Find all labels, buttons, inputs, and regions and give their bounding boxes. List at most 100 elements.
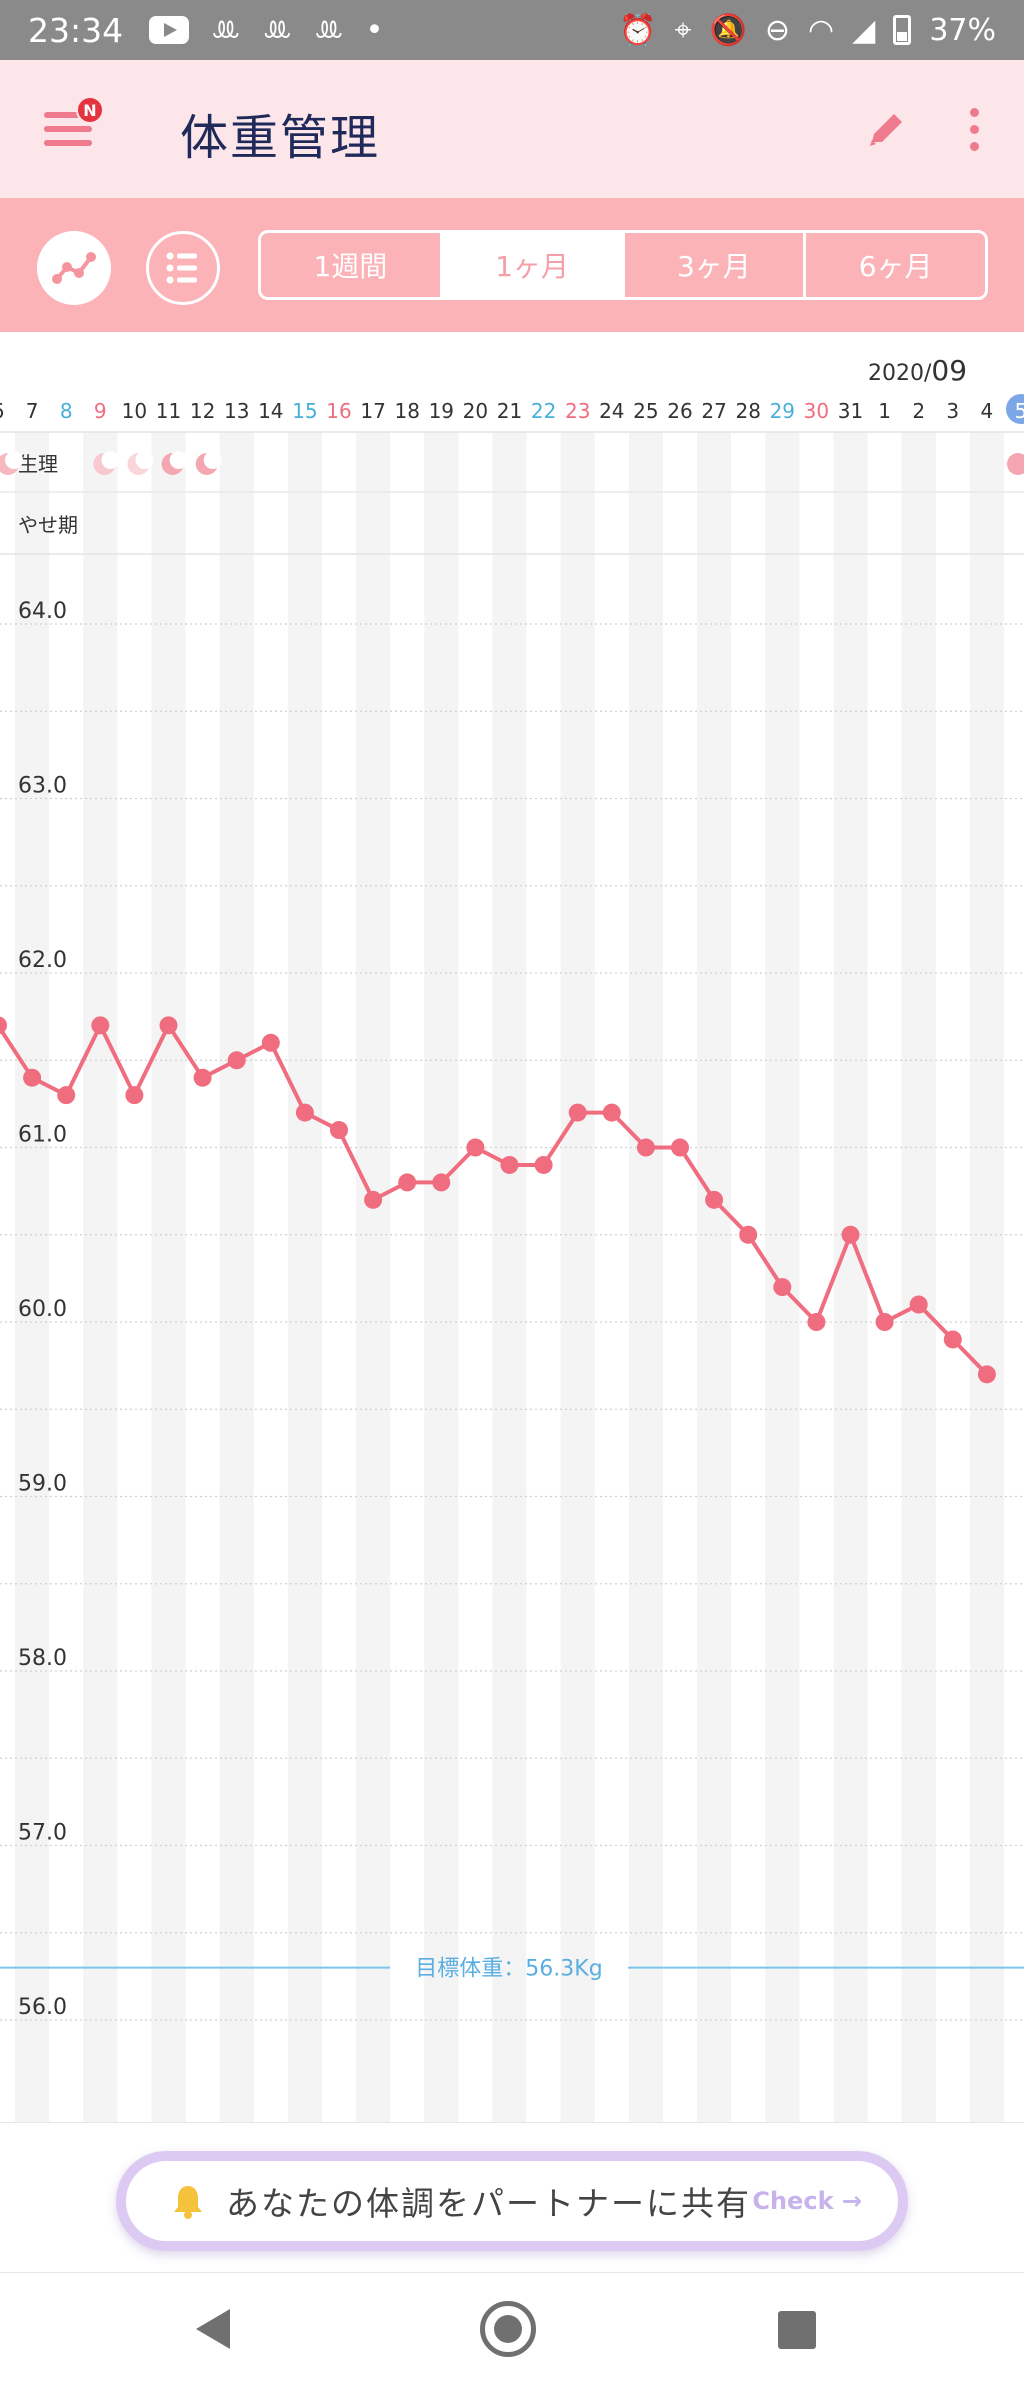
day-label: 10: [122, 399, 147, 423]
bird-icon: ꔛ: [211, 12, 241, 48]
day-label: 1: [878, 399, 891, 423]
day-stripe: [901, 432, 936, 2122]
day-label: 6: [0, 399, 4, 423]
chart-month: 09: [931, 354, 968, 387]
weight-point: [0, 1016, 7, 1035]
day-label: 30: [804, 399, 829, 423]
dnd-icon: ⊖: [764, 12, 791, 48]
day-stripe: [287, 432, 322, 2122]
target-label: 目標体重：56.3Kg: [415, 1957, 602, 1982]
menu-button[interactable]: N: [44, 96, 104, 156]
status-time: 23:34: [28, 10, 124, 50]
menu-icon-bar: [44, 140, 92, 146]
day-label: 14: [258, 399, 283, 423]
day-label: 25: [633, 399, 658, 423]
day-label: 9: [94, 399, 107, 423]
weight-point: [295, 1103, 314, 1122]
menu-icon: [44, 112, 92, 118]
range-tabs: 1週間 1ヶ月 3ヶ月 6ヶ月: [258, 230, 988, 300]
day-label: 29: [770, 399, 795, 423]
back-icon[interactable]: [196, 2309, 230, 2349]
weight-point: [23, 1068, 42, 1087]
recent-apps-icon[interactable]: [778, 2311, 816, 2349]
day-stripe: [560, 432, 595, 2122]
weight-point: [943, 1330, 962, 1349]
weight-chart[interactable]: 2020/09 67891011121314151617181920212223…: [0, 332, 1024, 2122]
weight-point: [602, 1103, 621, 1122]
day-label: 31: [838, 399, 863, 423]
more-options-button[interactable]: [960, 104, 990, 156]
period-moon-icon-cut: [135, 451, 154, 469]
today-marker: [1006, 394, 1024, 424]
list-view-button[interactable]: [146, 231, 220, 305]
bird-icon: ꔛ: [314, 12, 344, 48]
day-label: 7: [26, 399, 39, 423]
bell-icon: [174, 2186, 202, 2219]
tab-1-month[interactable]: 1ヶ月: [439, 233, 622, 297]
day-stripe: [424, 432, 459, 2122]
bird-icon: ꔛ: [262, 12, 293, 48]
system-nav-bar: [0, 2272, 1024, 2389]
tab-6-months[interactable]: 6ヶ月: [803, 233, 985, 297]
pencil-icon: [870, 114, 902, 146]
day-stripe: [628, 432, 663, 2122]
y-tick-label: 61.0: [18, 1123, 67, 1148]
weight-point: [159, 1016, 178, 1035]
more-vert-icon: [970, 108, 979, 117]
chart-year-month: 2020/09: [868, 354, 967, 387]
weight-point: [330, 1121, 348, 1140]
weight-point: [807, 1313, 826, 1331]
weight-point: [227, 1051, 246, 1070]
day-label: 19: [429, 399, 454, 423]
status-bar: 23:34 ꔛ ꔛ ꔛ • ⏰ ⌖ 🔕 ⊖ ◠ ◢ 37%: [0, 0, 1024, 60]
share-check-link: Check →: [752, 2187, 862, 2215]
day-stripe: [83, 432, 118, 2122]
wifi-icon: ◠: [808, 12, 835, 48]
day-stripe: [15, 432, 50, 2122]
day-label: 20: [463, 399, 488, 423]
day-label: 23: [565, 399, 590, 423]
day-label: 18: [394, 399, 419, 423]
battery-level: 37%: [929, 12, 996, 48]
period-row-label: 生理: [18, 452, 58, 476]
y-tick-label: 60.0: [18, 1297, 67, 1322]
tab-3-months[interactable]: 3ヶ月: [621, 233, 804, 297]
day-stripe: [969, 432, 1004, 2122]
battery-icon: [893, 15, 912, 45]
day-label: 12: [190, 399, 215, 423]
weight-point: [534, 1155, 553, 1174]
y-tick-label: 63.0: [18, 774, 67, 799]
edit-button[interactable]: [862, 104, 912, 154]
weight-point: [977, 1365, 996, 1384]
weight-point: [705, 1190, 724, 1209]
y-tick-label: 58.0: [18, 1646, 67, 1671]
home-icon[interactable]: [480, 2301, 536, 2357]
day-stripe: [356, 432, 391, 2122]
day-label: 26: [667, 399, 692, 423]
weight-point: [909, 1295, 928, 1314]
day-label: 21: [497, 399, 522, 423]
list-icon: [166, 252, 197, 284]
day-stripe: [697, 432, 732, 2122]
share-partner-button[interactable]: あなたの体調をパートナーに共有 Check →: [116, 2151, 908, 2251]
day-stripe: [833, 432, 868, 2122]
weight-point: [773, 1278, 792, 1297]
day-label: 22: [531, 399, 556, 423]
share-label: あなたの体調をパートナーに共有: [226, 2184, 751, 2223]
weight-point: [57, 1086, 76, 1105]
day-label: 15: [292, 399, 317, 423]
alarm-icon: ⏰: [619, 12, 657, 48]
location-icon: ⌖: [674, 12, 692, 48]
youtube-icon: [149, 16, 190, 44]
weight-point: [875, 1313, 894, 1331]
graph-view-button[interactable]: [37, 231, 111, 305]
tab-1-week[interactable]: 1週間: [313, 250, 388, 283]
day-stripe: [151, 432, 186, 2122]
app-header: N 体重管理: [0, 60, 1024, 198]
dot-icon: •: [365, 12, 384, 48]
weight-line-chart: 6789101112131415161718192021222324252627…: [0, 394, 1024, 2122]
line-chart-icon: [52, 252, 96, 284]
day-label: 4: [981, 399, 994, 423]
period-moon-icon-cut: [169, 451, 188, 469]
chart-year: 2020/: [868, 361, 932, 386]
